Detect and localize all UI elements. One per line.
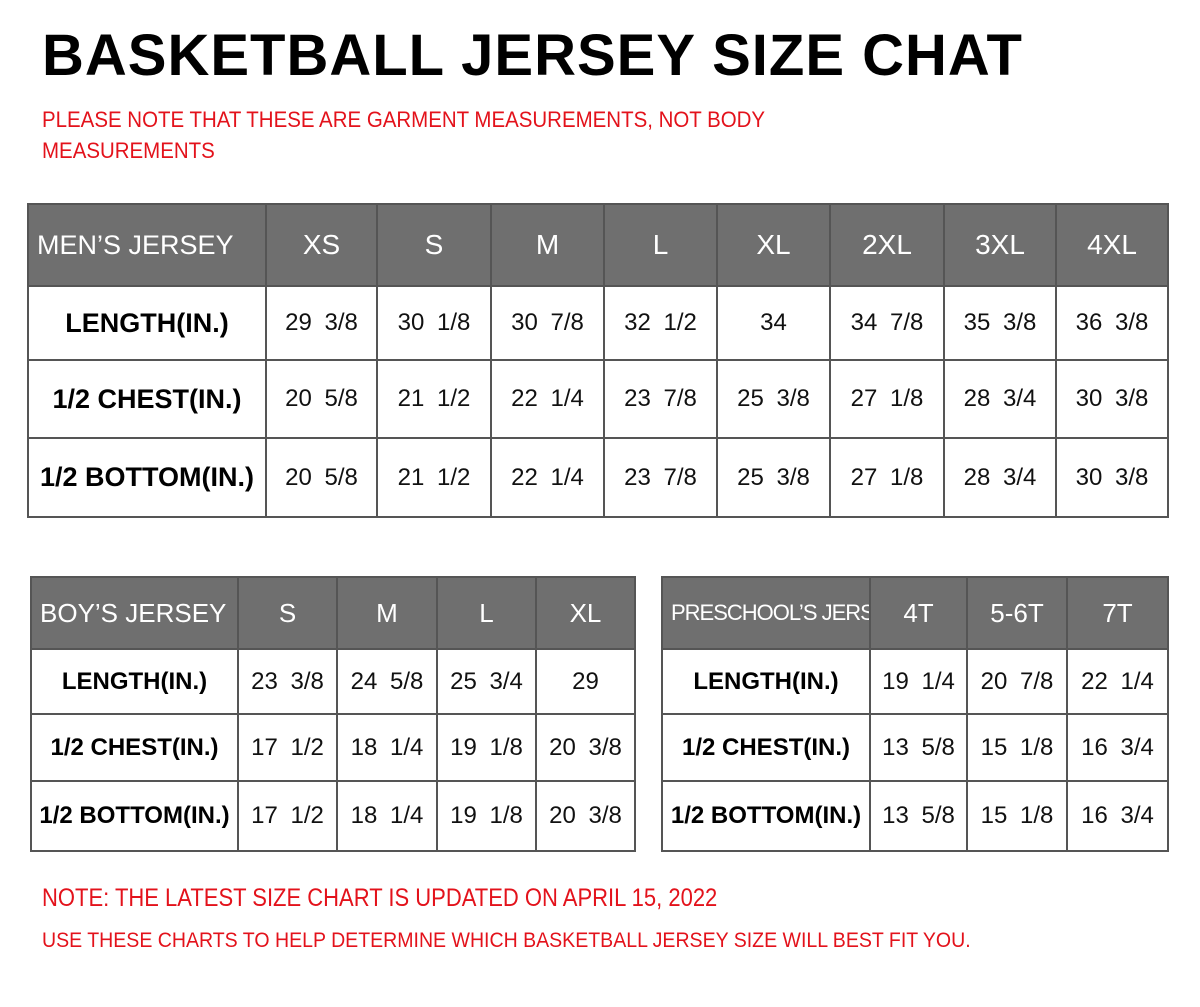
measurement-value: 20 3/8 [535,713,636,782]
measurement-value: 25 3/8 [716,359,831,439]
measurement-value: 19 1/8 [436,713,537,782]
measurement-value: 23 3/8 [237,648,338,715]
mens-size-table: MEN’S JERSEY XS S M L XL 2XL 3XL 4XL LENGTH(IN.) 2… [27,203,1169,518]
measurement-value: 20 5/8 [265,437,378,518]
table-row: LENGTH(IN.) 19 1/4 20 7/8 22 1/4 [661,648,1169,715]
measurement-value: 20 3/8 [535,780,636,852]
measurement-value: 20 5/8 [265,359,378,439]
size-header: M [490,203,605,287]
measurement-value: 13 5/8 [869,780,968,852]
boys-size-table: BOY’S JERSEY S M L XL LENGTH(IN.) 23 3/8 24 5/8… [30,576,636,852]
table-row: 1/2 BOTTOM(IN.) 20 5/8 21 1/2 22 1/4 23 7/8 2… [27,437,1169,518]
measurement-value: 22 1/4 [490,359,605,439]
update-note: NOTE: THE LATEST SIZE CHART IS UPDATED O… [42,884,718,912]
table-row: 1/2 CHEST(IN.) 20 5/8 21 1/2 22 1/4 23 7/8 25… [27,359,1169,439]
size-header: 2XL [829,203,945,287]
measurement-value: 22 1/4 [1066,648,1169,715]
measurement-value: 36 3/8 [1055,285,1169,361]
table-row: 1/2 BOTTOM(IN.) 17 1/2 18 1/4 19 1/8 20 3/8 [30,780,636,852]
measurement-label: 1/2 BOTTOM(IN.) [27,437,267,518]
table-row: LENGTH(IN.) 29 3/8 30 1/8 30 7/8 32 1/2 34 34 … [27,285,1169,361]
measurement-value: 17 1/2 [237,780,338,852]
measurement-value: 16 3/4 [1066,780,1169,852]
size-header: 4T [869,576,968,650]
measurement-value: 30 3/8 [1055,359,1169,439]
measurement-value: 35 3/8 [943,285,1057,361]
measurement-value: 18 1/4 [336,713,438,782]
measurement-value: 27 1/8 [829,359,945,439]
measurement-label: LENGTH(IN.) [661,648,871,715]
measurement-value: 30 7/8 [490,285,605,361]
measurement-value: 19 1/4 [869,648,968,715]
size-header: 4XL [1055,203,1169,287]
measurement-label: LENGTH(IN.) [27,285,267,361]
measurement-value: 17 1/2 [237,713,338,782]
size-header: XL [535,576,636,650]
table-header-row: BOY’S JERSEY S M L XL [30,576,636,650]
measurement-value: 34 [716,285,831,361]
measurement-label: 1/2 CHEST(IN.) [30,713,239,782]
size-header: S [237,576,338,650]
garment-note: PLEASE NOTE THAT THESE ARE GARMENT MEASU… [42,107,765,163]
table-row: LENGTH(IN.) 23 3/8 24 5/8 25 3/4 29 [30,648,636,715]
measurement-value: 27 1/8 [829,437,945,518]
size-header: L [436,576,537,650]
measurement-value: 15 1/8 [966,713,1068,782]
measurement-value: 22 1/4 [490,437,605,518]
table-label: PRESCHOOL’S JERSEY [661,576,871,650]
size-header: 5-6T [966,576,1068,650]
measurement-label: LENGTH(IN.) [30,648,239,715]
size-header: M [336,576,438,650]
size-header: S [376,203,492,287]
size-header: 7T [1066,576,1169,650]
measurement-value: 21 1/2 [376,359,492,439]
measurement-label: 1/2 CHEST(IN.) [661,713,871,782]
measurement-value: 18 1/4 [336,780,438,852]
measurement-value: 29 [535,648,636,715]
size-header: XL [716,203,831,287]
measurement-value: 13 5/8 [869,713,968,782]
table-row: 1/2 CHEST(IN.) 13 5/8 15 1/8 16 3/4 [661,713,1169,782]
size-header: 3XL [943,203,1057,287]
measurement-value: 23 7/8 [603,359,718,439]
measurement-label: 1/2 BOTTOM(IN.) [30,780,239,852]
measurement-value: 24 5/8 [336,648,438,715]
measurement-value: 28 3/4 [943,437,1057,518]
measurement-value: 20 7/8 [966,648,1068,715]
table-header-row: MEN’S JERSEY XS S M L XL 2XL 3XL 4XL [27,203,1169,287]
size-header: L [603,203,718,287]
measurement-value: 28 3/4 [943,359,1057,439]
page-title: BASKETBALL JERSEY SIZE CHAT [42,23,1023,88]
measurement-value: 30 3/8 [1055,437,1169,518]
table-row: 1/2 BOTTOM(IN.) 13 5/8 15 1/8 16 3/4 [661,780,1169,852]
measurement-value: 16 3/4 [1066,713,1169,782]
measurement-label: 1/2 BOTTOM(IN.) [661,780,871,852]
measurement-value: 34 7/8 [829,285,945,361]
size-header: XS [265,203,378,287]
preschool-size-table: PRESCHOOL’S JERSEY4T5-6T7TLENGTH(IN.)19 … [661,576,1169,852]
measurement-value: 19 1/8 [436,780,537,852]
table-label: MEN’S JERSEY [27,203,267,287]
table-row: 1/2 CHEST(IN.) 17 1/2 18 1/4 19 1/8 20 3/8 [30,713,636,782]
measurement-value: 23 7/8 [603,437,718,518]
measurement-value: 15 1/8 [966,780,1068,852]
table-label: BOY’S JERSEY [30,576,239,650]
measurement-value: 29 3/8 [265,285,378,361]
measurement-value: 32 1/2 [603,285,718,361]
measurement-value: 25 3/4 [436,648,537,715]
measurement-value: 30 1/8 [376,285,492,361]
fit-hint: USE THESE CHARTS TO HELP DETERMINE WHICH… [42,929,971,952]
measurement-label: 1/2 CHEST(IN.) [27,359,267,439]
measurement-value: 25 3/8 [716,437,831,518]
measurement-value: 21 1/2 [376,437,492,518]
